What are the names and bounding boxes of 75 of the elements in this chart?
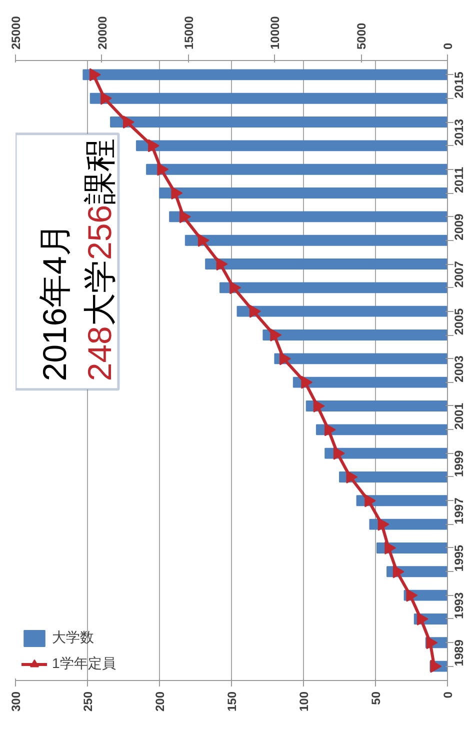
bar bbox=[136, 140, 448, 152]
point bbox=[270, 328, 282, 342]
point bbox=[198, 234, 210, 247]
point bbox=[346, 470, 358, 484]
point bbox=[148, 139, 160, 152]
bar bbox=[306, 400, 448, 412]
bar bbox=[82, 69, 448, 80]
y-tick-label: 2015 bbox=[452, 71, 466, 98]
point bbox=[216, 258, 228, 271]
point bbox=[324, 423, 336, 436]
point bbox=[249, 304, 261, 318]
y-tick-label: 1989 bbox=[452, 639, 466, 666]
bar bbox=[146, 164, 448, 175]
point bbox=[179, 210, 191, 224]
point bbox=[230, 281, 241, 294]
point bbox=[171, 186, 183, 200]
point bbox=[313, 399, 325, 412]
y-tick-label: 2007 bbox=[452, 260, 466, 288]
point bbox=[384, 541, 396, 554]
point bbox=[392, 565, 404, 578]
annotation: 248大学256課程 bbox=[81, 138, 118, 382]
x-tick-label: 300 bbox=[9, 691, 23, 712]
y-tick-label: 2009 bbox=[452, 213, 466, 240]
y-tick-label: 2013 bbox=[452, 118, 466, 146]
point bbox=[416, 612, 428, 626]
bar bbox=[169, 211, 448, 222]
annotation: 2016年4月 bbox=[36, 223, 74, 382]
bar bbox=[219, 282, 448, 294]
bar bbox=[184, 234, 448, 246]
x2-tick-label: 25000 bbox=[9, 16, 23, 50]
bar bbox=[292, 376, 448, 388]
legend-label: 大学数 bbox=[52, 629, 94, 647]
bar bbox=[205, 258, 448, 270]
bar bbox=[316, 424, 448, 436]
bar bbox=[324, 448, 448, 459]
legend-label: 1学年定員 bbox=[52, 655, 116, 673]
point bbox=[364, 494, 376, 508]
y-tick-label: 2001 bbox=[452, 402, 466, 430]
point bbox=[406, 588, 418, 602]
point bbox=[333, 446, 345, 460]
bar bbox=[356, 495, 448, 506]
x2-tick-label: 10000 bbox=[268, 16, 282, 50]
point bbox=[378, 518, 390, 531]
y-tick-label: 1997 bbox=[452, 497, 466, 524]
x2-tick-label: 15000 bbox=[182, 16, 196, 50]
bar bbox=[274, 353, 448, 364]
bar bbox=[262, 330, 448, 340]
x-tick-label: 150 bbox=[225, 691, 239, 712]
x2-tick-label: 5000 bbox=[354, 22, 369, 50]
y-tick-label: 1993 bbox=[452, 592, 466, 619]
bar bbox=[110, 116, 448, 128]
bar bbox=[236, 306, 448, 317]
point bbox=[426, 636, 438, 650]
point bbox=[122, 116, 134, 129]
y-tick-label: 2011 bbox=[452, 166, 466, 194]
x2-tick-label: 0 bbox=[441, 42, 455, 50]
y-tick-label: 2005 bbox=[452, 308, 466, 336]
point bbox=[100, 92, 112, 105]
y-tick-label: 1999 bbox=[452, 450, 466, 477]
y-tick-label: 2003 bbox=[452, 355, 466, 382]
x-tick-label: 200 bbox=[153, 691, 167, 712]
point bbox=[430, 660, 442, 673]
bar bbox=[159, 188, 448, 198]
point bbox=[89, 68, 101, 82]
x2-tick-label: 20000 bbox=[95, 16, 110, 50]
x-tick-label: 250 bbox=[81, 691, 95, 712]
y-tick-label: 1995 bbox=[452, 544, 466, 572]
bar bbox=[90, 92, 448, 104]
x-tick-label: 0 bbox=[441, 691, 455, 698]
bar bbox=[339, 472, 448, 482]
point bbox=[280, 352, 291, 366]
x-tick-label: 50 bbox=[369, 691, 383, 705]
point bbox=[157, 162, 169, 176]
x-tick-label: 100 bbox=[297, 691, 311, 712]
point bbox=[301, 376, 313, 389]
